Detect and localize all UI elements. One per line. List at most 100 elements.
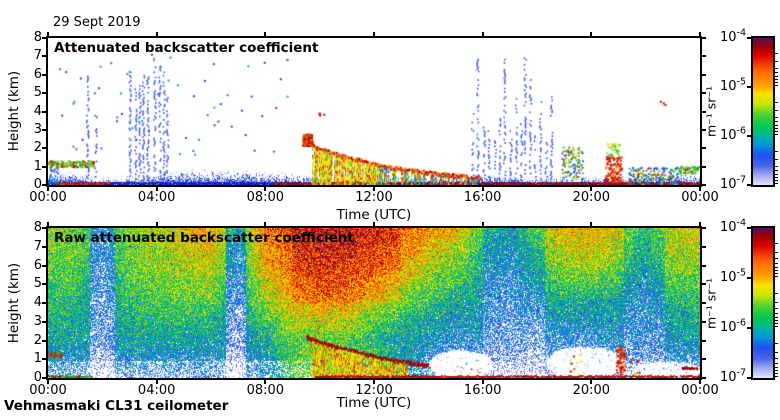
colorbar-tick-label: 10-5 [719,267,746,285]
axis-tick [699,32,701,36]
axis-tick [775,177,778,179]
axis-tick [481,187,484,191]
x-tick-label: 12:00 [355,190,393,205]
axis-tick [42,184,46,186]
axis-tick [775,275,778,277]
axis-tick [42,92,46,95]
axis-tick [775,293,778,295]
y-tick-label: 1 [33,351,42,367]
y-tick-label: 3 [33,313,42,329]
axis-tick [775,121,778,123]
axis-tick [775,76,778,78]
axis-tick [42,377,46,379]
axis-tick [775,273,778,275]
axis-tick [775,133,778,135]
y-tick-label: 7 [33,238,42,254]
colorbar-tick-label: 10-7 [719,174,746,192]
axis-tick [775,343,778,345]
axis-tick [775,366,778,368]
axis-tick [264,222,267,226]
axis-tick [775,266,778,268]
axis-tick [155,380,158,384]
y-tick-label: 4 [33,295,42,310]
axis-tick [42,128,46,131]
x-tick-label: 08:00 [246,190,285,205]
axis-tick [747,227,751,229]
axis-tick [775,67,778,69]
y-tick-label: 8 [33,30,42,45]
axis-tick [775,72,778,74]
axis-tick [747,86,751,88]
axis-tick [775,251,778,253]
axis-tick [373,32,375,36]
colorbar-tick-label: 10-6 [719,317,746,335]
y-tick-label: 0 [33,177,42,192]
axis-tick [775,301,778,303]
axis-tick [702,377,706,379]
axis-tick [775,362,778,364]
axis-tick [47,32,49,36]
axis-tick [42,264,46,267]
axis-tick [42,110,46,113]
axis-tick [481,380,484,384]
colorbar-tick-label: 10-7 [719,367,746,385]
x-tick-label: 08:00 [246,383,285,398]
axis-tick [47,380,49,384]
y-tick-label: 6 [33,66,42,82]
axis-tick [702,55,706,58]
attenuated-backscatter-plot: Attenuated backscatter coefficient [46,36,702,187]
colorbar-tick-label: 10-4 [719,217,746,235]
axis-tick [775,351,778,353]
axis-tick [702,147,706,150]
colorbar-attenuated [751,36,775,187]
axis-tick [42,147,46,150]
axis-tick [775,101,778,103]
y-tick-label: 6 [33,257,42,273]
plot-title-raw: Raw attenuated backscatter coefficient [54,230,354,246]
colorbar-tick-label: 10-4 [719,27,746,45]
axis-tick [702,227,706,229]
axis-tick [775,262,778,264]
axis-tick [702,165,706,168]
axis-tick [702,245,706,248]
axis-tick [699,380,701,384]
axis-tick [747,327,751,329]
axis-tick [775,308,778,310]
axis-tick [702,184,706,186]
x-tick-label: 00:00 [29,383,67,398]
axis-tick [775,128,778,130]
axis-tick [155,187,158,191]
axis-tick [775,82,778,84]
date-label: 29 Sept 2019 [53,15,141,30]
axis-tick [590,222,593,226]
axis-tick [775,270,778,272]
axis-tick [264,32,267,36]
x-tick-label: 20:00 [572,190,611,205]
x-tick-label: 00:00 [681,190,719,205]
y-tick-label: 5 [33,85,42,101]
x-tick-label: 00:00 [681,383,719,398]
axis-tick [702,73,706,76]
axis-tick [590,380,593,384]
axis-tick [747,135,751,137]
axis-tick [47,222,49,226]
axis-tick [775,182,778,184]
raw-backscatter-heatmap [48,228,700,378]
axis-tick [373,187,375,191]
colorbar-raw [751,226,775,380]
axis-tick [775,320,778,322]
x-tick-label: 16:00 [463,383,502,398]
axis-tick [42,320,46,323]
axis-tick [775,180,778,182]
axis-tick [747,37,751,39]
x-tick-label: 20:00 [572,383,611,398]
axis-tick [747,277,751,279]
y-tick-label: 1 [33,158,42,174]
axis-tick [775,174,778,176]
y-tick-label: 0 [33,370,42,385]
axis-tick [42,283,46,286]
axis-tick [702,283,706,286]
axis-tick [702,92,706,95]
axis-tick [42,339,46,342]
axis-tick [373,380,375,384]
